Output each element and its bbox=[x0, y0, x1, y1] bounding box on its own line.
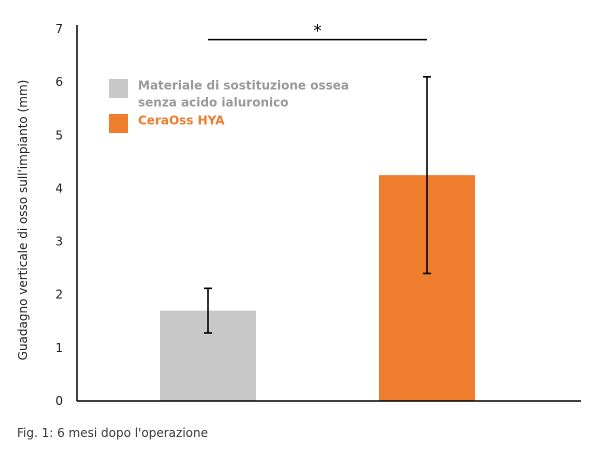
error-bars bbox=[204, 76, 431, 334]
y-tick-label: 0 bbox=[55, 394, 63, 408]
figure-caption: Fig. 1: 6 mesi dopo l'operazione bbox=[17, 426, 208, 440]
significance-annotation: * bbox=[208, 22, 427, 42]
legend-label: Materiale di sostituzione ossea bbox=[138, 79, 349, 93]
legend-label: senza acido ialuronico bbox=[138, 96, 288, 110]
significance-star: * bbox=[313, 22, 322, 42]
y-tick-label: 1 bbox=[55, 341, 63, 355]
y-tick-label: 5 bbox=[55, 128, 63, 142]
y-axis-ticks: 0 1 2 3 4 5 6 7 bbox=[55, 22, 63, 408]
y-axis-label: Guadagno verticale di osso sull'impianto… bbox=[16, 80, 30, 361]
legend-swatch bbox=[109, 79, 128, 98]
error-bar bbox=[423, 76, 431, 275]
legend: Materiale di sostituzione ossea senza aci… bbox=[109, 79, 349, 133]
y-tick-label: 3 bbox=[55, 235, 63, 249]
error-bar bbox=[204, 287, 212, 334]
legend-label: CeraOss HYA bbox=[138, 114, 225, 128]
y-tick-label: 6 bbox=[55, 75, 63, 89]
legend-entry: CeraOss HYA bbox=[109, 114, 225, 133]
y-tick-label: 7 bbox=[55, 22, 63, 36]
y-tick-label: 2 bbox=[55, 288, 63, 302]
y-tick-label: 4 bbox=[55, 181, 63, 195]
legend-swatch bbox=[109, 114, 128, 133]
legend-entry: Materiale di sostituzione ossea senza aci… bbox=[109, 79, 349, 110]
